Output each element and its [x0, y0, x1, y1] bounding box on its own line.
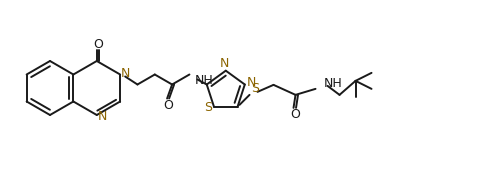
Text: NH: NH	[323, 77, 342, 90]
Text: N: N	[246, 76, 256, 89]
Text: N: N	[120, 67, 130, 80]
Text: N: N	[219, 57, 229, 70]
Text: N: N	[98, 110, 107, 123]
Text: S: S	[251, 82, 259, 95]
Text: O: O	[163, 99, 173, 112]
Text: S: S	[203, 101, 211, 114]
Text: NH: NH	[194, 74, 213, 87]
Text: O: O	[93, 37, 103, 51]
Text: O: O	[290, 108, 300, 121]
